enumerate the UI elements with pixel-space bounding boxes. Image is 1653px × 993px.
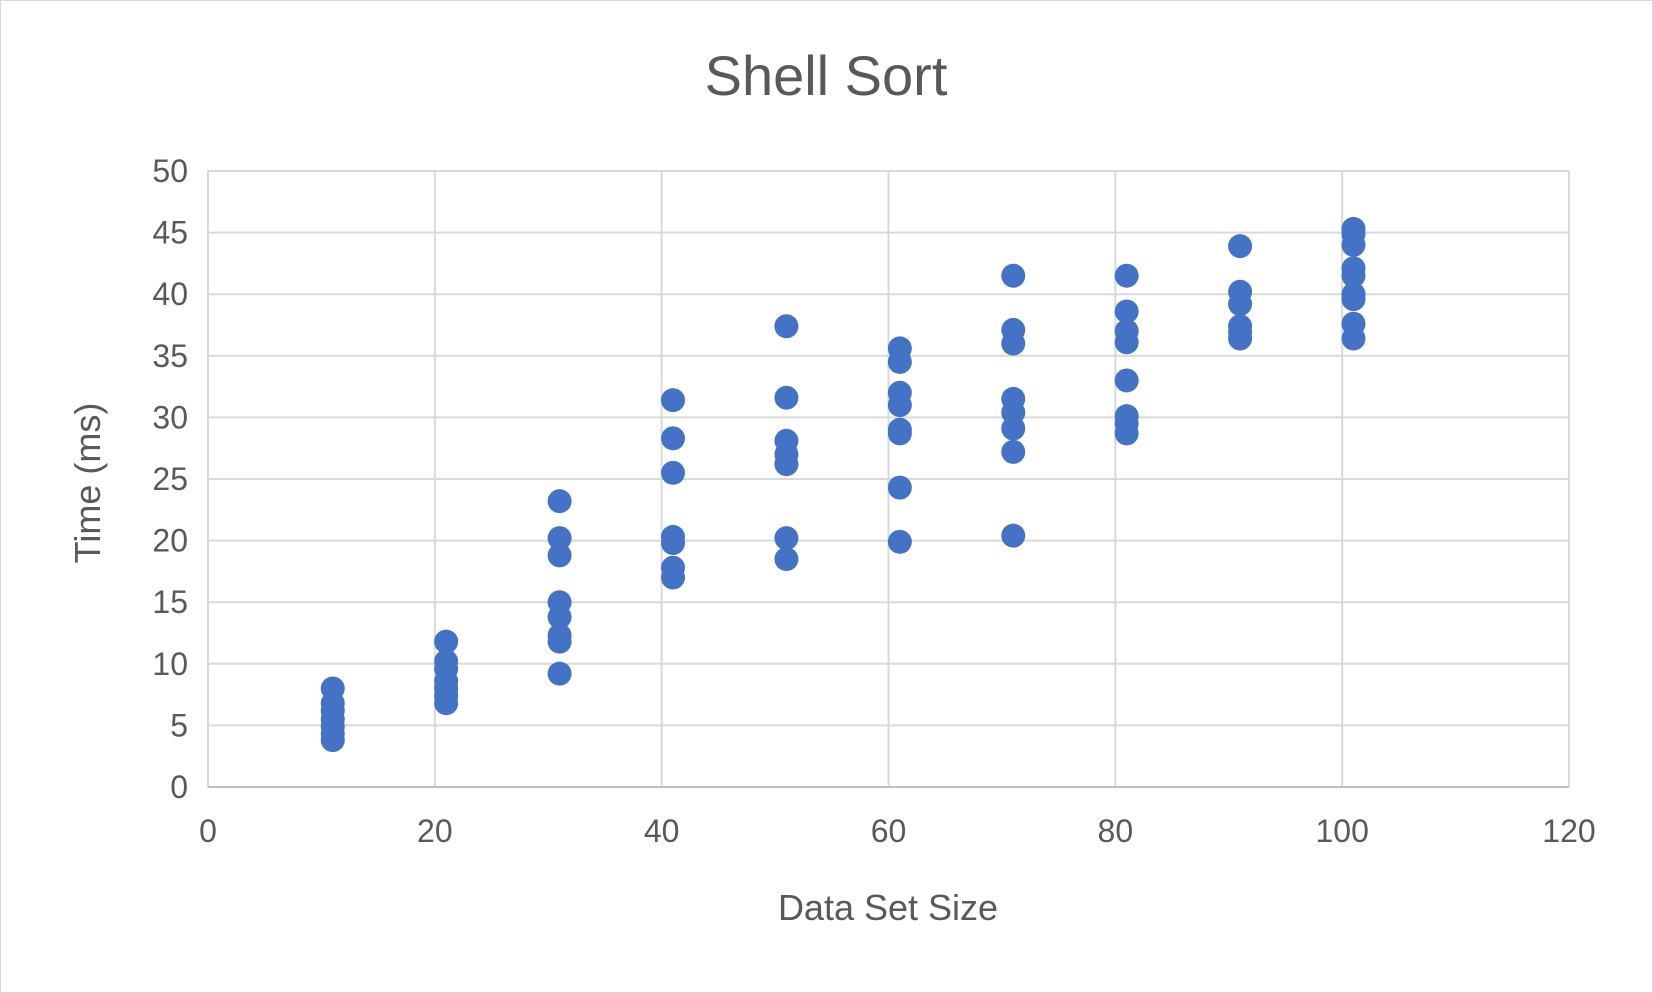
x-tick-label: 60: [871, 813, 907, 849]
x-axis-tick-labels: 0 20 40 60 80 100 120: [199, 813, 1596, 849]
data-point: [547, 526, 572, 551]
gridlines: [207, 170, 1570, 787]
x-axis-label: Data Set Size: [778, 887, 998, 928]
data-point: [774, 526, 799, 551]
data-point: [774, 314, 799, 339]
y-axis-label: Time (ms): [67, 403, 108, 564]
data-point: [547, 629, 572, 654]
x-tick-label: 20: [417, 813, 453, 849]
y-tick-label: 5: [170, 707, 188, 743]
data-point: [774, 547, 799, 572]
y-tick-label: 25: [152, 461, 188, 497]
x-tick-label: 40: [644, 813, 680, 849]
data-point: [1114, 330, 1139, 355]
data-point: [661, 426, 686, 451]
data-point: [887, 529, 912, 554]
data-point: [434, 691, 459, 716]
data-point: [661, 531, 686, 556]
data-point: [1001, 523, 1026, 548]
data-point: [547, 489, 572, 514]
data-point: [661, 565, 686, 590]
y-tick-label: 0: [170, 769, 188, 805]
y-tick-label: 45: [152, 215, 188, 251]
x-tick-label: 120: [1542, 813, 1595, 849]
data-point: [1114, 263, 1139, 288]
x-tick-label: 80: [1098, 813, 1134, 849]
data-point: [887, 393, 912, 418]
data-point: [1001, 263, 1026, 288]
data-point: [1228, 234, 1253, 259]
data-points: [320, 216, 1366, 753]
data-point: [1001, 416, 1026, 441]
x-tick-label: 100: [1315, 813, 1368, 849]
data-point: [887, 475, 912, 500]
data-point: [1114, 299, 1139, 324]
data-point: [320, 728, 345, 753]
data-point: [1341, 232, 1366, 257]
data-point: [1228, 292, 1253, 317]
y-tick-label: 30: [152, 399, 188, 435]
data-point: [661, 388, 686, 413]
chart-title: Shell Sort: [705, 44, 948, 107]
data-point: [1228, 326, 1253, 351]
data-point: [774, 385, 799, 410]
data-point: [434, 629, 459, 654]
data-point: [1001, 331, 1026, 356]
y-tick-label: 35: [152, 338, 188, 374]
y-tick-label: 10: [152, 646, 188, 682]
data-point: [1341, 287, 1366, 312]
data-point: [661, 460, 686, 485]
data-point: [1114, 421, 1139, 446]
data-point: [547, 543, 572, 568]
data-point: [1114, 368, 1139, 393]
data-point: [887, 421, 912, 446]
data-point: [774, 452, 799, 477]
y-tick-label: 50: [152, 153, 188, 189]
x-tick-label: 0: [199, 813, 217, 849]
data-point: [887, 349, 912, 374]
data-point: [1341, 263, 1366, 288]
y-axis-tick-labels: 0 5 10 15 20 25 30 35 40 45 50: [152, 153, 188, 805]
data-point: [547, 604, 572, 629]
y-tick-label: 40: [152, 276, 188, 312]
data-point: [1341, 326, 1366, 351]
y-tick-label: 15: [152, 584, 188, 620]
y-tick-label: 20: [152, 523, 188, 559]
data-point: [1001, 439, 1026, 464]
data-point: [547, 661, 572, 686]
